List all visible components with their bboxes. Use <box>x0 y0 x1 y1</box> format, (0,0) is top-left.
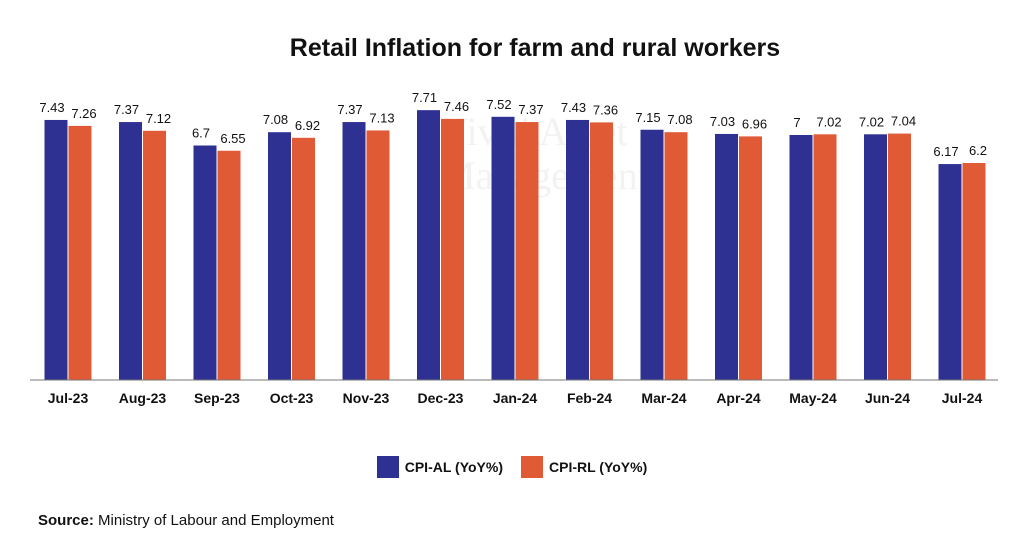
data-label-cpi-al-yoy--dec-23: 7.71 <box>412 90 437 105</box>
legend-item-cpi-al: CPI-AL (YoY%) <box>376 456 503 478</box>
bar-cpi-al-yoy--oct-23 <box>268 132 291 380</box>
x-tick-label-aug-23: Aug-23 <box>119 390 167 406</box>
bar-cpi-rl-yoy--jul-24 <box>962 163 986 380</box>
x-tick-label-sep-23: Sep-23 <box>194 390 240 406</box>
legend-swatch-cpi-al <box>376 456 399 478</box>
data-label-cpi-al-yoy--apr-24: 7.03 <box>710 114 735 129</box>
source-label: Source: <box>38 512 94 529</box>
bar-cpi-al-yoy--dec-23 <box>417 110 440 381</box>
bar-cpi-al-yoy--mar-24 <box>640 129 664 380</box>
bar-cpi-rl-yoy--oct-23 <box>292 137 315 380</box>
x-tick-label-apr-24: Apr-24 <box>716 390 761 406</box>
data-label-cpi-rl-yoy--jun-24: 7.04 <box>891 114 916 129</box>
x-tick-label-may-24: May-24 <box>789 390 837 406</box>
x-tick-label-nov-23: Nov-23 <box>343 390 390 406</box>
x-tick-label-dec-23: Dec-23 <box>418 390 464 406</box>
bar-cpi-al-yoy--jul-23 <box>44 119 68 380</box>
x-tick-label-feb-24: Feb-24 <box>567 390 612 406</box>
data-label-cpi-rl-yoy--may-24: 7.02 <box>816 114 841 129</box>
bar-cpi-rl-yoy--apr-24 <box>739 136 762 380</box>
legend-swatch-cpi-rl <box>521 456 543 478</box>
bar-cpi-rl-yoy--nov-23 <box>366 130 390 380</box>
bar-cpi-al-yoy--feb-24 <box>566 119 589 380</box>
bar-cpi-al-yoy--jun-24 <box>864 134 887 380</box>
bar-cpi-rl-yoy--feb-24 <box>590 122 613 381</box>
data-label-cpi-rl-yoy--jan-24: 7.37 <box>518 102 543 117</box>
watermark-line-2: Management <box>440 153 649 198</box>
data-label-cpi-rl-yoy--aug-23: 7.12 <box>146 111 171 126</box>
bar-cpi-al-yoy--may-24 <box>789 135 813 380</box>
bar-cpi-rl-yoy--jan-24 <box>515 122 539 381</box>
data-label-cpi-al-yoy--jul-23: 7.43 <box>39 100 64 115</box>
data-label-cpi-al-yoy--feb-24: 7.43 <box>561 100 586 115</box>
legend-item-cpi-rl: CPI-RL (YoY%) <box>521 456 647 478</box>
data-label-cpi-al-yoy--jan-24: 7.52 <box>486 97 511 112</box>
bars-layer: 7.43 7.26 Jul-23 7.37 7.12 Aug-23 6.7 6.55 Sep-2… <box>39 90 987 406</box>
bar-cpi-rl-yoy--sep-23 <box>217 150 241 380</box>
bar-cpi-al-yoy--jul-24 <box>938 164 962 380</box>
legend-label-cpi-rl: CPI-RL (YoY%) <box>549 459 648 475</box>
source-note: Source: Ministry of Labour and Employmen… <box>38 512 334 529</box>
data-label-cpi-al-yoy--nov-23: 7.37 <box>337 102 362 117</box>
data-label-cpi-rl-yoy--mar-24: 7.08 <box>667 112 692 127</box>
data-label-cpi-al-yoy--aug-23: 7.37 <box>114 102 139 117</box>
chart-title: Retail Inflation for farm and rural work… <box>289 34 781 62</box>
bar-cpi-rl-yoy--jul-23 <box>68 125 92 381</box>
data-label-cpi-al-yoy--oct-23: 7.08 <box>263 112 288 127</box>
data-label-cpi-al-yoy--sep-23: 6.7 <box>192 126 210 141</box>
data-label-cpi-rl-yoy--nov-23: 7.13 <box>369 110 394 125</box>
data-label-cpi-rl-yoy--sep-23: 6.55 <box>220 131 245 146</box>
x-tick-label-jan-24: Jan-24 <box>493 390 538 406</box>
bar-cpi-rl-yoy--jun-24 <box>888 133 911 380</box>
data-label-cpi-al-yoy--may-24: 7 <box>793 115 800 130</box>
data-label-cpi-al-yoy--jun-24: 7.02 <box>859 114 884 129</box>
bar-cpi-rl-yoy--may-24 <box>813 134 837 380</box>
data-label-cpi-rl-yoy--dec-23: 7.46 <box>444 99 469 114</box>
data-label-cpi-al-yoy--mar-24: 7.15 <box>635 110 660 125</box>
data-label-cpi-rl-yoy--feb-24: 7.36 <box>593 102 618 117</box>
x-tick-label-mar-24: Mar-24 <box>641 390 686 406</box>
data-label-cpi-rl-yoy--jul-23: 7.26 <box>71 106 96 121</box>
data-label-cpi-al-yoy--jul-24: 6.17 <box>933 144 958 159</box>
data-label-cpi-rl-yoy--oct-23: 6.92 <box>295 118 320 133</box>
data-label-cpi-rl-yoy--apr-24: 6.96 <box>742 116 767 131</box>
bar-cpi-al-yoy--sep-23 <box>193 145 217 380</box>
bar-cpi-al-yoy--jan-24 <box>491 116 515 381</box>
source-text: Ministry of Labour and Employment <box>98 512 334 529</box>
x-tick-label-oct-23: Oct-23 <box>270 390 314 406</box>
x-tick-label-jun-24: Jun-24 <box>865 390 910 406</box>
x-tick-label-jul-23: Jul-23 <box>48 390 89 406</box>
bar-cpi-al-yoy--aug-23 <box>119 122 142 381</box>
bar-cpi-rl-yoy--mar-24 <box>664 132 688 380</box>
legend: CPI-AL (YoY%) CPI-RL (YoY%) <box>0 456 1024 478</box>
bar-cpi-al-yoy--apr-24 <box>715 133 738 380</box>
bar-chart: 7.43 7.26 Jul-23 7.37 7.12 Aug-23 6.7 6.55 Sep-2… <box>30 90 998 406</box>
x-tick-label-jul-24: Jul-24 <box>942 390 983 406</box>
data-label-cpi-rl-yoy--jul-24: 6.2 <box>969 143 987 158</box>
bar-cpi-rl-yoy--dec-23 <box>441 118 464 381</box>
legend-label-cpi-al: CPI-AL (YoY%) <box>404 459 503 475</box>
bar-cpi-rl-yoy--aug-23 <box>143 130 166 380</box>
bar-cpi-al-yoy--nov-23 <box>342 122 366 381</box>
